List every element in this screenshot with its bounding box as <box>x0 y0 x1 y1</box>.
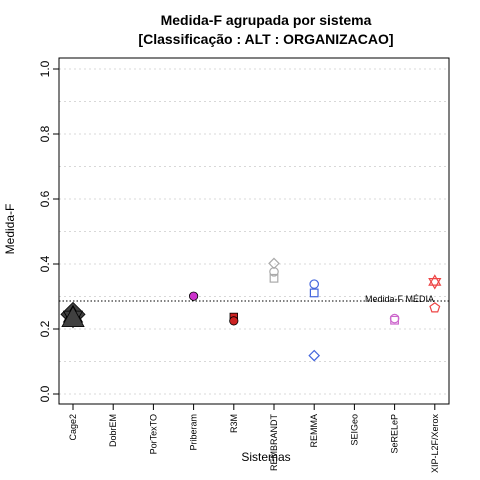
x-tick-label: DobrEM <box>108 414 118 447</box>
x-tick-label: SeRELeP <box>390 414 400 454</box>
data-point <box>269 266 279 277</box>
x-tick-label: SEIGeo <box>349 414 359 446</box>
x-tick-label: Priberam <box>189 414 199 451</box>
reference-line-label: Medida-F MÉDIA <box>365 294 434 304</box>
x-axis-label: Sistemas <box>241 450 290 464</box>
x-axis: Cage2 DobrEM PorTexTO Priberam R3M REMBRANDT R… <box>68 404 440 473</box>
data-point-overlay <box>428 278 442 290</box>
data-point <box>269 273 279 283</box>
y-tick-label: 0.6 <box>38 190 52 207</box>
plot-frame <box>58 57 450 405</box>
data-point <box>308 349 321 362</box>
y-tick-label: 0.8 <box>38 125 52 142</box>
y-axis-label: Medida-F <box>3 204 17 255</box>
data-point <box>429 302 441 313</box>
data-point <box>229 316 239 326</box>
x-tick-label: XIP-L2F/Xerox <box>430 414 440 474</box>
x-tick-label: PorTexTO <box>148 414 158 454</box>
x-tick-label: Cage2 <box>68 414 78 441</box>
x-tick-label: R3M <box>229 414 239 433</box>
x-tick-label: REMMA <box>309 414 319 448</box>
y-tick-label: 1.0 <box>38 60 52 77</box>
chart-subtitle: [Classificação : ALT : ORGANIZACAO] <box>138 31 393 47</box>
chart-title: Medida-F agrupada por sistema <box>161 12 372 28</box>
y-tick-label: 0.0 <box>38 385 52 402</box>
y-tick-label: 0.2 <box>38 320 52 337</box>
data-point <box>390 315 399 325</box>
reference-line-group: Medida-F MÉDIA <box>59 294 449 304</box>
data-point <box>268 257 280 270</box>
data-points <box>60 257 442 362</box>
data-point <box>309 288 319 298</box>
data-point <box>389 313 400 324</box>
y-axis: 0.0 0.2 0.4 0.6 0.8 1.0 <box>38 60 59 402</box>
gridlines <box>59 68 449 395</box>
x-tick-label: REMBRANDT <box>269 414 279 472</box>
data-point <box>309 279 319 289</box>
data-point <box>61 305 85 328</box>
data-point <box>428 274 442 286</box>
y-tick-label: 0.4 <box>38 255 52 272</box>
data-point <box>189 291 199 301</box>
